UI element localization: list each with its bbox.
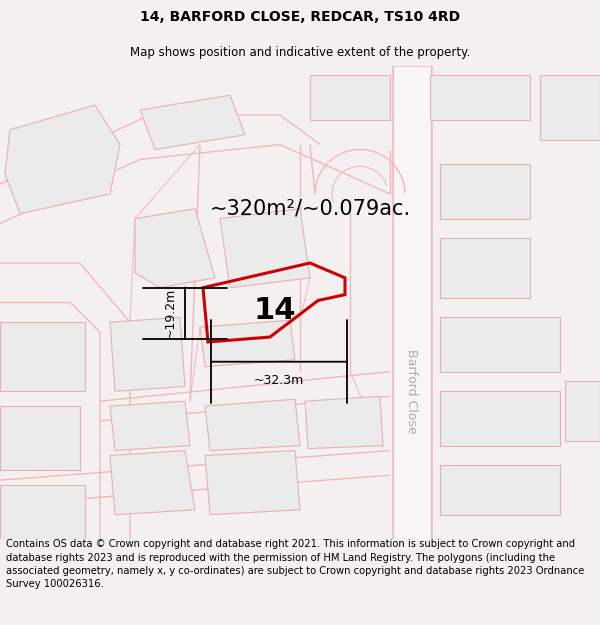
Polygon shape [135, 209, 215, 288]
Polygon shape [205, 399, 300, 451]
Polygon shape [440, 164, 530, 219]
Polygon shape [200, 320, 295, 367]
Polygon shape [440, 238, 530, 298]
Text: Contains OS data © Crown copyright and database right 2021. This information is : Contains OS data © Crown copyright and d… [6, 539, 584, 589]
Polygon shape [5, 105, 120, 214]
Polygon shape [140, 95, 245, 149]
Polygon shape [440, 318, 560, 372]
Polygon shape [305, 396, 383, 449]
Polygon shape [565, 381, 600, 441]
Text: ~19.2m: ~19.2m [164, 288, 177, 339]
Polygon shape [110, 401, 190, 451]
Polygon shape [430, 76, 530, 120]
Polygon shape [440, 466, 560, 515]
Polygon shape [220, 209, 310, 288]
Text: 14: 14 [254, 296, 296, 325]
Polygon shape [110, 318, 185, 391]
Text: 14, BARFORD CLOSE, REDCAR, TS10 4RD: 14, BARFORD CLOSE, REDCAR, TS10 4RD [140, 10, 460, 24]
Polygon shape [310, 76, 390, 120]
Polygon shape [110, 451, 195, 515]
Text: Map shows position and indicative extent of the property.: Map shows position and indicative extent… [130, 46, 470, 59]
Polygon shape [440, 391, 560, 446]
Text: ~32.3m: ~32.3m [254, 374, 304, 386]
Polygon shape [0, 406, 80, 470]
Polygon shape [0, 485, 85, 539]
Text: ~320m²/~0.079ac.: ~320m²/~0.079ac. [209, 199, 410, 219]
Polygon shape [205, 451, 300, 515]
Polygon shape [540, 76, 600, 139]
Polygon shape [0, 322, 85, 391]
Polygon shape [392, 66, 432, 539]
Text: Barford Close: Barford Close [406, 349, 419, 434]
